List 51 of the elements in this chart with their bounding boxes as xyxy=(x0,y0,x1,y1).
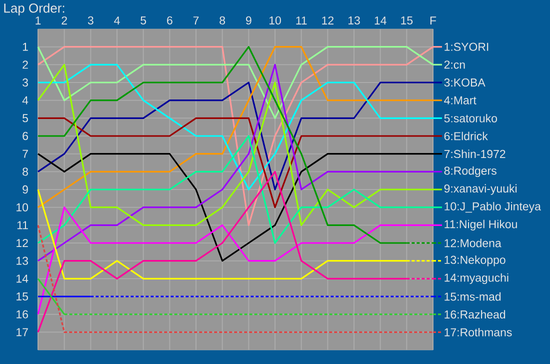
x-tick-label: 7 xyxy=(193,16,199,24)
y-tick-label: 15 xyxy=(16,292,28,301)
legend-label: 8:Rodgers xyxy=(444,166,496,178)
y-tick-label: 5 xyxy=(22,114,28,122)
x-tick-label: 1 xyxy=(36,16,41,24)
legend-label: 12:Modena xyxy=(444,238,502,248)
y-tick-label: 10 xyxy=(16,203,28,212)
y-tick-label: 8 xyxy=(22,168,28,176)
y-tick-label: 11 xyxy=(17,221,28,230)
x-tick-label: 2 xyxy=(62,16,67,24)
x-tick-label: 12 xyxy=(322,16,334,24)
legend-label: 1:SYORI xyxy=(444,42,488,51)
y-tick-label: 9 xyxy=(22,185,28,194)
chart-title: Lap Order: xyxy=(4,3,64,16)
x-tick-label: 11 xyxy=(296,16,307,24)
x-tick-label: 4 xyxy=(114,16,120,24)
legend-label: 14:myaguchi xyxy=(444,273,508,284)
legend-label: 3:KOBA xyxy=(444,78,486,87)
legend-label: 9:xanavi-yuuki xyxy=(444,184,517,195)
legend-label: 5:satoruko xyxy=(444,114,498,122)
legend-label: 4:Mart xyxy=(444,96,476,104)
x-tick-label: 13 xyxy=(348,16,360,24)
x-tick-label: 9 xyxy=(246,16,252,24)
y-tick-label: 6 xyxy=(22,132,28,140)
x-tick-label: 5 xyxy=(140,16,146,24)
legend-label: 2:cn xyxy=(444,60,465,69)
x-tick-label: 3 xyxy=(88,16,94,24)
x-tick-label: 6 xyxy=(167,16,172,24)
x-tick-label: 15 xyxy=(401,16,413,24)
x-tick-label: F xyxy=(430,16,436,24)
legend-label: 15:ms-mad xyxy=(444,292,501,301)
x-tick-label: 8 xyxy=(220,16,226,24)
y-tick-label: 17 xyxy=(16,328,28,336)
legend-label: 10:J_Pablo Jinteya xyxy=(444,202,541,213)
y-tick-label: 3 xyxy=(22,78,28,87)
y-tick-label: 7 xyxy=(22,150,28,158)
y-tick-label: 1 xyxy=(22,42,28,51)
legend-label: 13:Nekoppo xyxy=(444,255,506,266)
legend-label: 7:Shin-1972 xyxy=(444,150,506,158)
y-tick-label: 2 xyxy=(22,60,28,69)
y-tick-label: 16 xyxy=(16,310,28,318)
y-tick-label: 14 xyxy=(16,274,28,283)
y-tick-label: 12 xyxy=(16,238,28,248)
legend-label: 17:Rothmans xyxy=(444,328,512,336)
legend-label: 6:Eldrick xyxy=(444,132,488,140)
x-tick-label: 14 xyxy=(374,16,386,24)
legend-label: 16:Razhead xyxy=(444,310,506,319)
legend-label: 11:Nigel Hikou xyxy=(444,220,517,231)
y-tick-label: 4 xyxy=(22,96,28,104)
x-tick-label: 10 xyxy=(269,16,281,24)
y-tick-label: 13 xyxy=(16,256,28,265)
